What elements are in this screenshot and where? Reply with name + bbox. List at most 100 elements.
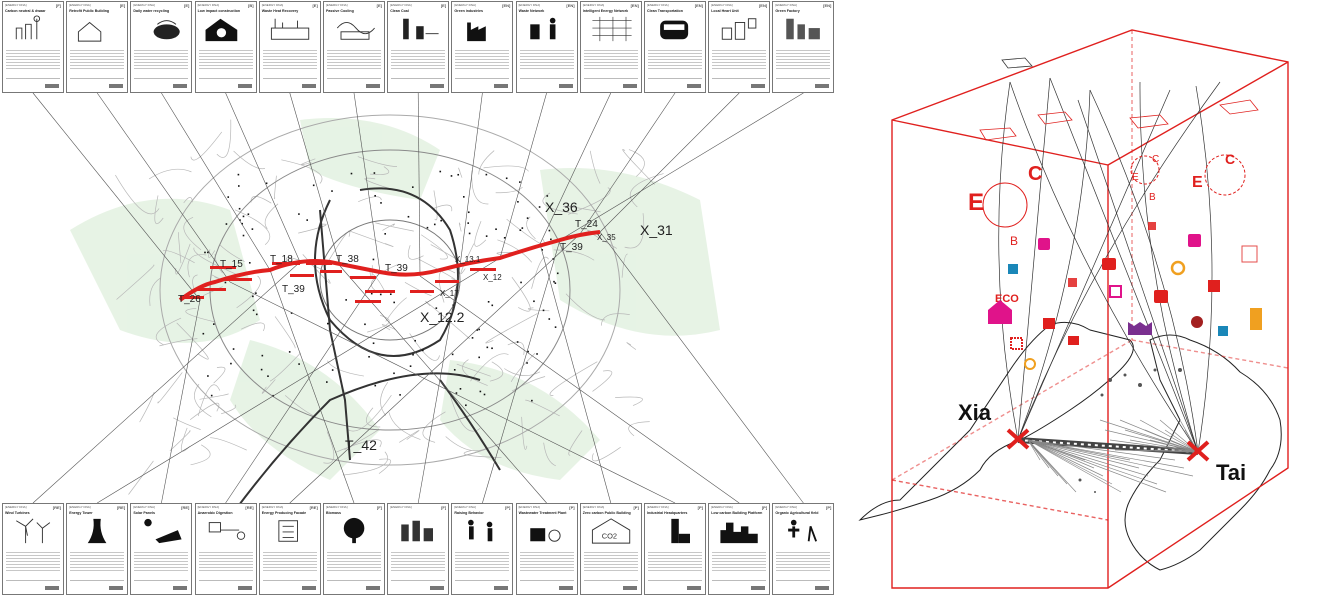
card-description <box>648 50 702 70</box>
coastlines <box>858 321 1282 571</box>
card-category: [ENERGY DNA] <box>518 505 541 509</box>
top_cards-card: [ENERGY DNA] [F] Carbon neutral & dwaar <box>2 1 64 93</box>
card-code: [RE] <box>181 505 190 510</box>
card-description <box>391 552 446 572</box>
card-footer <box>455 78 510 89</box>
card-code: [EN] <box>823 3 832 8</box>
card-footer <box>712 580 767 591</box>
facility-icons <box>988 222 1262 370</box>
card-footer <box>70 78 125 89</box>
card-description <box>648 552 702 572</box>
route-annotations <box>180 262 496 303</box>
top_cards-card: [ENERGY DNA] [EN] Local Heart Unit <box>708 1 771 93</box>
energy-map-panel: X_36 X_31 X_12.2 T_15 T_18 T_38 T_39 T_3… <box>2 1 835 595</box>
farmer-icon <box>776 517 830 545</box>
card-code: [EN] <box>758 3 768 8</box>
card-footer <box>455 580 510 591</box>
factory-icon <box>1128 322 1152 335</box>
cubes-icon <box>712 15 766 43</box>
label-x12: X_12 <box>483 273 502 282</box>
card-title: Waste Heat Recovery <box>261 9 299 13</box>
leader-lines <box>32 92 804 504</box>
card-code: [EN] <box>630 3 639 8</box>
tall-tower-icon <box>648 517 702 545</box>
card-footer <box>391 580 446 591</box>
top_cards-card: [ENERGY DNA] [E] Daily water recycling <box>130 1 193 93</box>
card-title: Green industries <box>454 9 483 13</box>
card-title: Energy Producing Facade <box>261 511 307 515</box>
card-category: [ENERGY DNA] <box>69 505 91 509</box>
frame-icon <box>1109 285 1122 298</box>
card-category: [ENERGY DNA] <box>197 505 220 509</box>
bottom_cards-card: [ENERGY DNA] [P] Raising Behavior <box>451 503 514 595</box>
factory-bars-icon <box>776 15 830 43</box>
card-footer <box>712 78 767 89</box>
label-t39c: T_39 <box>560 242 583 253</box>
letter-e2: E <box>1132 172 1139 183</box>
card-footer <box>776 580 831 591</box>
card-title: Retrofit Public Building <box>69 9 110 13</box>
treatment-plant-icon <box>520 517 574 545</box>
bottom_cards-card: [ENERGY DNA] [RE] Anaerobic Digestion <box>194 503 257 595</box>
card-code: [E] <box>376 3 382 8</box>
card-description <box>712 50 767 70</box>
house-outline-icon <box>70 15 124 43</box>
card-code: [P] <box>569 505 575 510</box>
place-labels: Xia Tai <box>958 400 1246 485</box>
card-title: Local Heart Unit <box>711 9 739 13</box>
card-description <box>776 50 831 70</box>
letter-c1: C <box>1028 163 1042 185</box>
bottom_cards-card: [ENERGY DNA] [RE] Wind Turbines <box>2 503 64 595</box>
building-icon <box>1250 308 1262 330</box>
city-map: X_36 X_31 X_12.2 T_15 T_18 T_38 T_39 T_3… <box>32 92 804 561</box>
card-category: [ENERGY DNA] <box>69 3 91 7</box>
plant-icon <box>1043 318 1055 329</box>
card-description <box>6 552 60 572</box>
card-footer <box>583 78 638 89</box>
card-category: [ENERGY DNA] <box>711 505 733 509</box>
card-title: Clean Coal <box>390 9 409 13</box>
card-category: [ENERGY DNA] <box>582 3 605 7</box>
label-t15: T_15 <box>220 259 243 270</box>
recycle-bowl-icon <box>134 15 188 43</box>
digester-icon <box>199 517 253 545</box>
bottom_cards-card: [ENERGY DNA] [P] Zero carbon Public Buildi… <box>579 503 642 595</box>
letter-c3: C <box>1225 151 1235 167</box>
card-code: [F] <box>441 505 447 510</box>
place-tai: Tai <box>1216 460 1246 485</box>
card-description <box>70 50 125 70</box>
card-description <box>455 50 510 70</box>
bottom_cards-card: [ENERGY DNA] [P] Organic Agricultural fiel… <box>772 503 835 595</box>
card-footer <box>6 580 60 591</box>
card-category: [ENERGY DNA] <box>647 3 669 7</box>
card-code: [P] <box>761 505 768 510</box>
card-category: [ENERGY DNA] <box>326 3 348 7</box>
card-category: [ENERGY DNA] <box>326 505 348 509</box>
label-t26: T_26 <box>178 294 201 305</box>
card-footer <box>134 580 189 591</box>
grid-icon-3 <box>1241 245 1258 263</box>
card-description <box>391 50 446 70</box>
card-category: [ENERGY DNA] <box>711 3 733 7</box>
card-footer <box>583 580 638 591</box>
card-description <box>519 552 574 572</box>
top_cards-card: [ENERGY DNA] [B] Low impact construction <box>194 1 257 93</box>
site-markers <box>202 170 559 407</box>
card-title: Waste Network <box>518 9 545 13</box>
card-description <box>262 50 317 70</box>
bottom_cards-card: [ENERGY DNA] [P] Wastewater Treatment Plan… <box>515 503 578 595</box>
card-description <box>455 552 510 572</box>
letter-e1: E <box>968 189 984 216</box>
house-recycle-icon <box>199 15 253 43</box>
card-code: [B] <box>248 3 254 8</box>
card-title: Passive Cooling <box>326 9 354 13</box>
card-category: [ENERGY DNA] <box>197 3 220 7</box>
energy-cycles <box>982 154 1246 228</box>
card-description <box>519 50 574 70</box>
people-icon <box>455 517 509 545</box>
card-code: [RE] <box>116 505 126 510</box>
bottom_cards-card: [ENERGY DNA] [RE] Energy Producing Facade <box>258 503 321 595</box>
card-title: Intelligent Energy Network <box>582 9 629 13</box>
card-title: Daily water recycling <box>133 9 170 13</box>
top_cards-card: [ENERGY DNA] [EN] Waste Network <box>515 1 578 93</box>
